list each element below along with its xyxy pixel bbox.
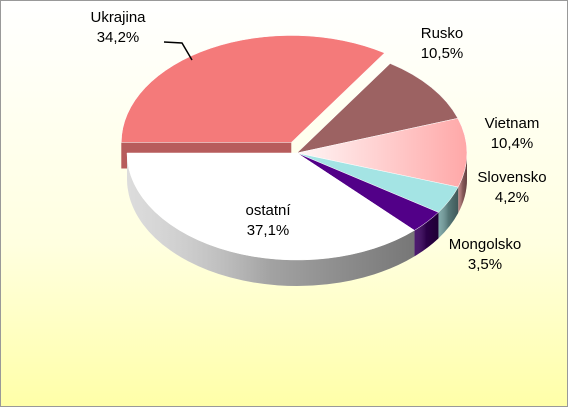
slice-label: Ukrajina (90, 9, 146, 26)
pie (121, 35, 468, 286)
leader-line (163, 41, 193, 61)
slice-label: ostatní (245, 202, 291, 219)
slice-label: Rusko (421, 25, 464, 42)
slice-sheen (297, 118, 467, 188)
slice (296, 63, 459, 154)
slice-value-label: 10,5% (421, 45, 464, 62)
labels: Ukrajina 34,2% Rusko 10,5% Vietnam 10,4% Slove… (90, 9, 546, 273)
slice-value-label: 37,1% (247, 222, 290, 239)
slice-label: Slovensko (477, 169, 546, 186)
slice-side-shade (438, 187, 459, 239)
slice-side-shade (127, 153, 415, 286)
slice-value-label: 10,4% (491, 135, 534, 152)
slice-value-label: 3,5% (468, 256, 502, 273)
slice (126, 152, 415, 261)
slice-side-shade (458, 153, 467, 214)
slice-side-shade (414, 212, 439, 257)
slice-value-label: 34,2% (97, 29, 140, 46)
slice-label: Mongolsko (449, 236, 522, 253)
slice-label: Vietnam (485, 115, 540, 132)
slice-value-label: 4,2% (495, 189, 529, 206)
slice (121, 35, 385, 143)
